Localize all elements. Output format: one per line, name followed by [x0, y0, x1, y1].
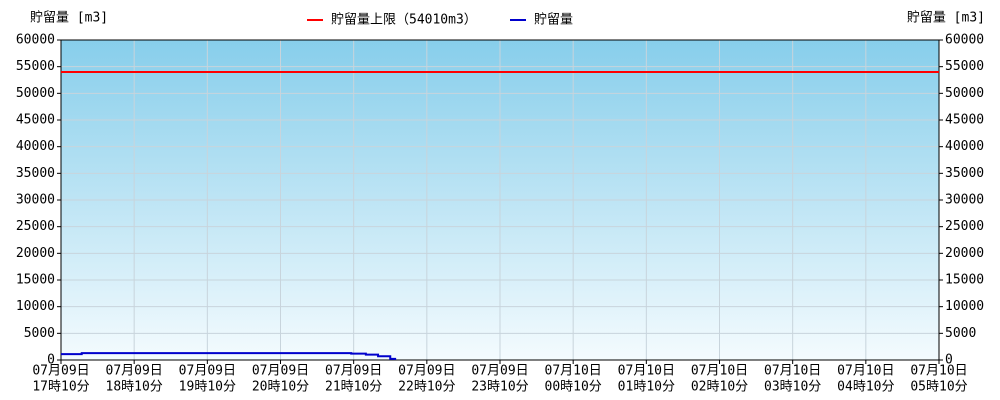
- x-tick-label: 05時10分: [910, 380, 967, 395]
- x-tick-label: 07月10日: [910, 364, 967, 379]
- y-tick-label: 50000: [16, 86, 55, 101]
- y2-tick-label: 5000: [945, 326, 976, 341]
- x-tick-label: 02時10分: [691, 380, 748, 395]
- x-tick-label: 19時10分: [179, 380, 236, 395]
- x-tick-label: 18時10分: [106, 380, 163, 395]
- x-tick-label: 07月09日: [32, 364, 89, 379]
- y-tick-label: 20000: [16, 246, 55, 261]
- y-tick-label: 5000: [24, 326, 55, 341]
- y-tick-label: 10000: [16, 299, 55, 314]
- y2-tick-label: 50000: [945, 86, 984, 101]
- y-tick-label: 40000: [16, 139, 55, 154]
- x-tick-label: 07月10日: [545, 364, 602, 379]
- series-line: [61, 352, 397, 360]
- y-tick-label: 55000: [16, 59, 55, 74]
- y-tick-label: 0: [47, 353, 55, 368]
- x-tick-label: 03時10分: [764, 380, 821, 395]
- legend-label: 貯留量上限（54010m3）: [331, 13, 477, 28]
- x-tick-label: 04時10分: [837, 380, 894, 395]
- x-tick-label: 07月10日: [837, 364, 894, 379]
- x-tick-label: 22時10分: [398, 380, 455, 395]
- x-tick-label: 07月10日: [618, 364, 675, 379]
- y2-axis-label: 貯留量 [m3]: [907, 11, 985, 26]
- x-tick-label: 07月09日: [325, 364, 382, 379]
- x-tick-label: 17時10分: [32, 380, 89, 395]
- y-tick-label: 35000: [16, 166, 55, 181]
- x-tick-label: 07月09日: [471, 364, 528, 379]
- y2-tick-label: 55000: [945, 59, 984, 74]
- y-axis-label: 貯留量 [m3]: [30, 11, 108, 26]
- y2-tick-label: 25000: [945, 219, 984, 234]
- x-tick-label: 07月10日: [691, 364, 748, 379]
- y2-tick-label: 45000: [945, 113, 984, 128]
- x-tick-label: 21時10分: [325, 380, 382, 395]
- y2-tick-label: 60000: [945, 33, 984, 48]
- y2-tick-label: 0: [945, 353, 953, 368]
- y-tick-label: 15000: [16, 273, 55, 288]
- y-tick-label: 45000: [16, 113, 55, 128]
- y2-tick-label: 15000: [945, 273, 984, 288]
- y2-tick-label: 30000: [945, 193, 984, 208]
- y2-tick-label: 35000: [945, 166, 984, 181]
- x-tick-label: 07月09日: [398, 364, 455, 379]
- y-tick-label: 60000: [16, 33, 55, 48]
- y2-tick-label: 20000: [945, 246, 984, 261]
- x-tick-label: 20時10分: [252, 380, 309, 395]
- y2-tick-label: 10000: [945, 299, 984, 314]
- x-tick-label: 07月09日: [106, 364, 163, 379]
- y2-tick-label: 40000: [945, 139, 984, 154]
- y-tick-label: 30000: [16, 193, 55, 208]
- legend-label: 貯留量: [534, 13, 573, 28]
- y-tick-label: 25000: [16, 219, 55, 234]
- plot-border: [60, 39, 940, 361]
- x-tick-label: 07月09日: [179, 364, 236, 379]
- x-tick-label: 07月10日: [764, 364, 821, 379]
- x-tick-label: 23時10分: [471, 380, 528, 395]
- x-tick-label: 07月09日: [252, 364, 309, 379]
- x-tick-label: 00時10分: [545, 380, 602, 395]
- x-tick-label: 01時10分: [618, 380, 675, 395]
